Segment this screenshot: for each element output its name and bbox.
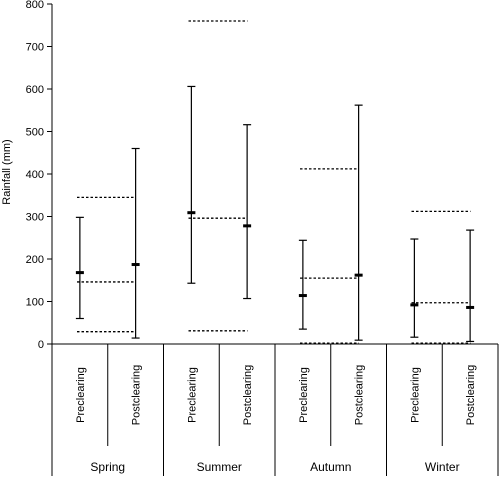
y-tick-label: 500 bbox=[26, 127, 44, 139]
y-axis-title: Rainfall (mm) bbox=[1, 139, 13, 204]
category-label: Postclearing bbox=[354, 365, 366, 426]
season-label: Summer bbox=[197, 460, 242, 474]
category-label: Preclearing bbox=[75, 367, 87, 423]
y-tick-label: 0 bbox=[38, 339, 44, 351]
category-label: Preclearing bbox=[186, 367, 198, 423]
season-label: Spring bbox=[90, 460, 125, 474]
category-label: Preclearing bbox=[409, 367, 421, 423]
category-label: Postclearing bbox=[131, 365, 143, 426]
season-label: Winter bbox=[425, 460, 460, 474]
y-tick-label: 700 bbox=[26, 42, 44, 54]
category-label: Postclearing bbox=[242, 365, 254, 426]
y-tick-label: 800 bbox=[26, 0, 44, 11]
y-tick-label: 300 bbox=[26, 212, 44, 224]
y-tick-label: 600 bbox=[26, 84, 44, 96]
category-label: Postclearing bbox=[465, 365, 477, 426]
season-label: Autumn bbox=[310, 460, 351, 474]
y-tick-label: 100 bbox=[26, 297, 44, 309]
y-tick-label: 200 bbox=[26, 254, 44, 266]
y-tick-label: 400 bbox=[26, 169, 44, 181]
category-label: Preclearing bbox=[298, 367, 310, 423]
